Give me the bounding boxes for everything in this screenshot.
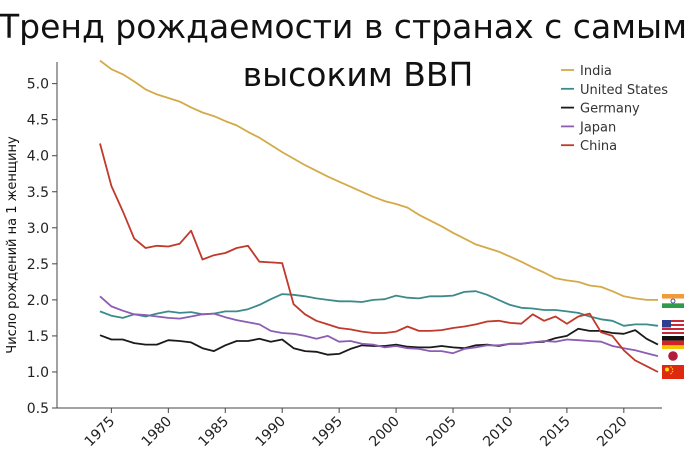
y-tick-label: 0.5 (27, 401, 49, 417)
legend-label-germany: Germany (580, 102, 640, 117)
country-flags (662, 294, 684, 379)
legend-label-japan: Japan (579, 120, 616, 135)
flag-india-icon (662, 294, 684, 308)
legend-label-united-states: United States (580, 83, 668, 98)
chart-title-line-1: Тренд рождаемости в странах с самым (0, 7, 687, 46)
y-tick-label: 4.0 (27, 149, 49, 165)
y-tick-label: 3.0 (27, 221, 49, 237)
legend: India United States Germany Japan China (561, 64, 668, 154)
series-line-india (99, 59, 658, 301)
series-line-china (99, 143, 659, 373)
y-tick-label: 4.5 (27, 113, 49, 129)
series-line-united-states (99, 290, 659, 327)
y-axis-label: Число рождений на 1 женщину (5, 136, 20, 354)
y-tick-label: 3.5 (27, 185, 49, 201)
legend-label-china: China (580, 139, 617, 154)
y-tick-label: 1.0 (27, 365, 49, 381)
chart-title-line-2: высоким ВВП (243, 55, 474, 94)
series-lines (99, 59, 659, 373)
y-tick-label: 5.0 (27, 77, 49, 93)
flag-germany-icon (662, 336, 684, 350)
flag-usa-icon (662, 320, 684, 334)
y-tick-label: 2.0 (27, 293, 49, 309)
y-tick-label: 2.5 (27, 257, 49, 273)
y-tick-label: 1.5 (27, 329, 49, 345)
legend-label-india: India (580, 64, 612, 79)
flag-china-icon (662, 365, 684, 379)
flag-japan-icon (662, 349, 684, 363)
series-line-japan (99, 295, 659, 357)
